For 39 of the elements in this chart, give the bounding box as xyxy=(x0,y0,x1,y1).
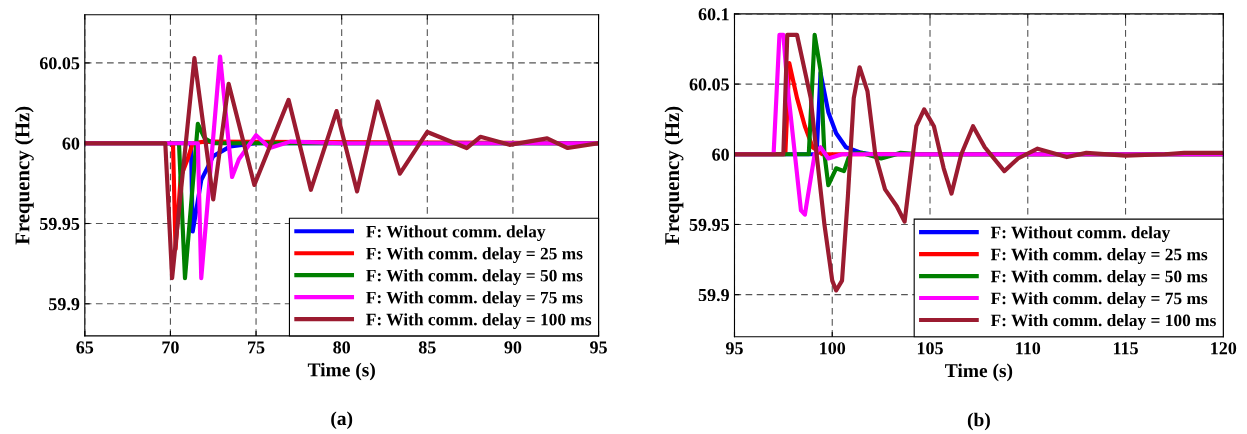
legend-label: F: With comm. delay = 50 ms xyxy=(990,270,1208,286)
x-tick-label: 65 xyxy=(76,341,94,354)
line-series xyxy=(734,32,1224,293)
y-tick-label: 59.95 xyxy=(40,217,80,231)
legend-label: F: Without comm. delay xyxy=(366,225,546,242)
x-tick-label: 95 xyxy=(590,341,607,354)
legend-label: F: With comm. delay = 100 ms xyxy=(366,313,592,329)
x-tick-label: 95 xyxy=(725,342,743,355)
x-tick-label: 120 xyxy=(1211,342,1237,355)
legend-label: F: With comm. delay = 25 ms xyxy=(366,247,583,264)
x-axis-title: Time (s) xyxy=(307,362,375,381)
y-tick-label: 60.05 xyxy=(39,57,80,70)
text: (b) xyxy=(967,412,990,431)
legend-label: F: With comm. delay = 75 ms xyxy=(990,292,1208,308)
legend-label: F: Without comm. delay xyxy=(990,226,1171,242)
y-tick-label: 59.9 xyxy=(49,298,80,311)
x-axis-title: Time (s) xyxy=(945,363,1013,382)
y-tick-label: 59.95 xyxy=(689,218,729,231)
y-tick-label: 60.05 xyxy=(689,78,729,91)
legend-label: F: With comm. delay = 100 ms xyxy=(990,314,1216,330)
legend-label: F: With comm. delay = 75 ms xyxy=(366,291,583,307)
y-axis-title: Frequency (Hz) xyxy=(14,106,34,245)
y-tick-label: 60 xyxy=(712,148,729,161)
x-tick-label: 70 xyxy=(162,341,179,354)
x-tick-label: 80 xyxy=(333,341,351,354)
legend-label: F: With comm. delay = 50 ms xyxy=(366,269,583,286)
legend-label: F: With comm. delay = 25 ms xyxy=(990,248,1208,264)
text: (a) xyxy=(331,411,353,430)
x-tick-label: 100 xyxy=(820,342,846,355)
x-tick-label: 75 xyxy=(248,341,265,354)
y-axis-title: Frequency (Hz) xyxy=(664,106,684,245)
y-tick-label: 60 xyxy=(62,137,80,150)
x-tick-label: 105 xyxy=(917,342,943,355)
x-tick-label: 85 xyxy=(418,341,436,354)
y-tick-label: 60.1 xyxy=(698,8,729,21)
y-tick-label: 59.9 xyxy=(698,288,729,302)
x-tick-label: 110 xyxy=(1016,342,1041,355)
x-tick-label: 90 xyxy=(504,341,522,354)
x-tick-label: 115 xyxy=(1113,342,1138,355)
